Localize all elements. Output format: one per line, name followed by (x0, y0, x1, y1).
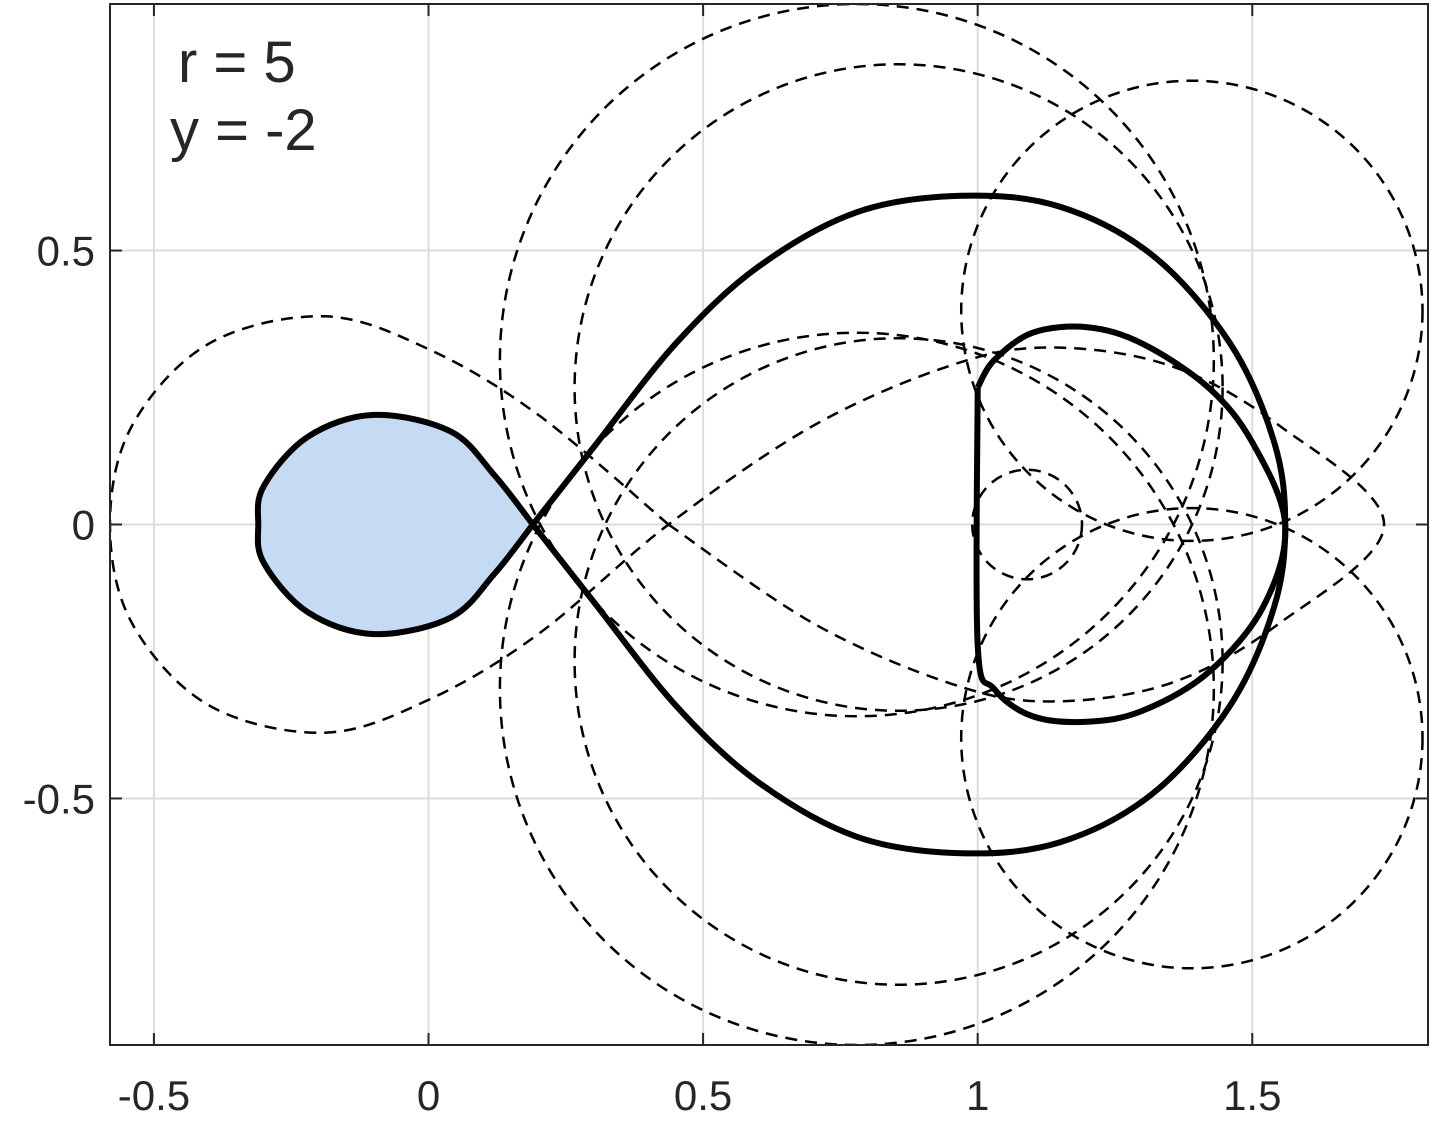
annotation: r = 5 (178, 30, 296, 95)
dashed-circle (959, 506, 1424, 970)
x-tick-label: -0.5 (118, 1072, 190, 1119)
dashed-circle (970, 468, 1084, 581)
dashed-circle (498, 331, 1215, 1045)
x-tick-label: 1.5 (1223, 1072, 1281, 1119)
annotation: y = -2 (170, 98, 317, 163)
curve (254, 411, 536, 638)
dashed-circle (573, 63, 1224, 713)
x-tick-label: 1 (966, 1072, 989, 1119)
x-tick-label: 0 (417, 1072, 440, 1119)
y-tick-label: 0 (72, 502, 95, 549)
dashed-curve (110, 315, 1386, 734)
plot (110, 4, 1424, 1045)
y-tick-label: -0.5 (23, 775, 95, 822)
y-tick-label: 0.5 (37, 228, 95, 275)
x-tick-label: 0.5 (674, 1072, 732, 1119)
ticks: -0.5 0 0.5 1 1.5 -0.5 0 0.5 (23, 4, 1428, 1119)
dashed-circle (959, 79, 1424, 543)
dashed-circle (498, 4, 1215, 718)
curve (973, 323, 1289, 726)
